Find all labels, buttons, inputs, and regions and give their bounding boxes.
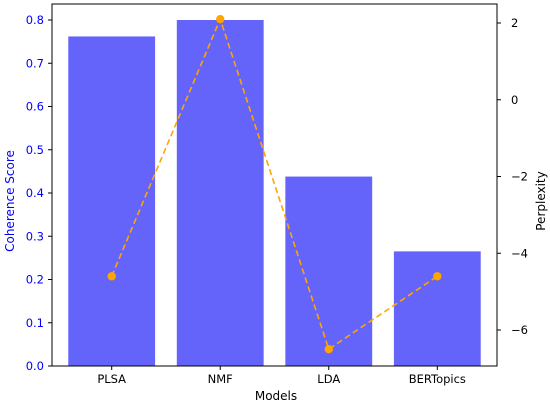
left-tick-label: 0.7 <box>26 56 44 70</box>
x-axis-title: Models <box>255 389 297 403</box>
right-axis-title: Perplexity <box>534 171 548 231</box>
perplexity-point-lda <box>324 344 333 354</box>
perplexity-point-bertopics <box>433 272 442 281</box>
x-tick-label: NMF <box>208 372 233 386</box>
x-tick-label: BERTopics <box>409 372 466 386</box>
bar-plsa <box>68 36 156 367</box>
bar-lda <box>285 176 373 366</box>
left-tick-label: 0.1 <box>26 316 44 330</box>
perplexity-point-nmf <box>216 14 225 24</box>
left-tick-label: 0.3 <box>26 229 44 243</box>
left-axis-title: Coherence Score <box>3 150 17 252</box>
plot-border <box>51 3 498 367</box>
left-tick-label: 0.6 <box>26 100 44 114</box>
perplexity-point-plsa <box>107 272 116 281</box>
x-tick-label: PLSA <box>97 372 126 386</box>
right-axis: 2 0 −2 −4 −6 <box>497 16 528 337</box>
left-tick-label: 0.5 <box>26 143 44 157</box>
right-tick-label: 0 <box>511 93 518 107</box>
left-tick-label: 0.8 <box>26 13 44 27</box>
x-axis: PLSA NMF LDA BERTopics <box>97 366 466 386</box>
right-tick-label: −2 <box>511 170 528 184</box>
plot-frame <box>51 3 498 367</box>
left-axis: 0.0 0.1 0.2 0.3 0.4 0.5 0.6 0.7 0.8 <box>26 13 52 373</box>
right-tick-label: −6 <box>511 323 528 337</box>
perplexity-line-layer <box>107 14 442 354</box>
perplexity-line <box>110 16 438 351</box>
left-tick-label: 0.4 <box>26 186 44 200</box>
bar-nmf <box>176 20 264 366</box>
left-tick-label: 0.2 <box>26 273 44 287</box>
bars-layer <box>68 20 481 367</box>
left-tick-label: 0.0 <box>26 359 44 373</box>
right-tick-label: −4 <box>511 246 528 260</box>
right-tick-label: 2 <box>511 16 518 30</box>
x-tick-label: LDA <box>317 372 340 386</box>
bar-bertopics <box>393 251 481 366</box>
